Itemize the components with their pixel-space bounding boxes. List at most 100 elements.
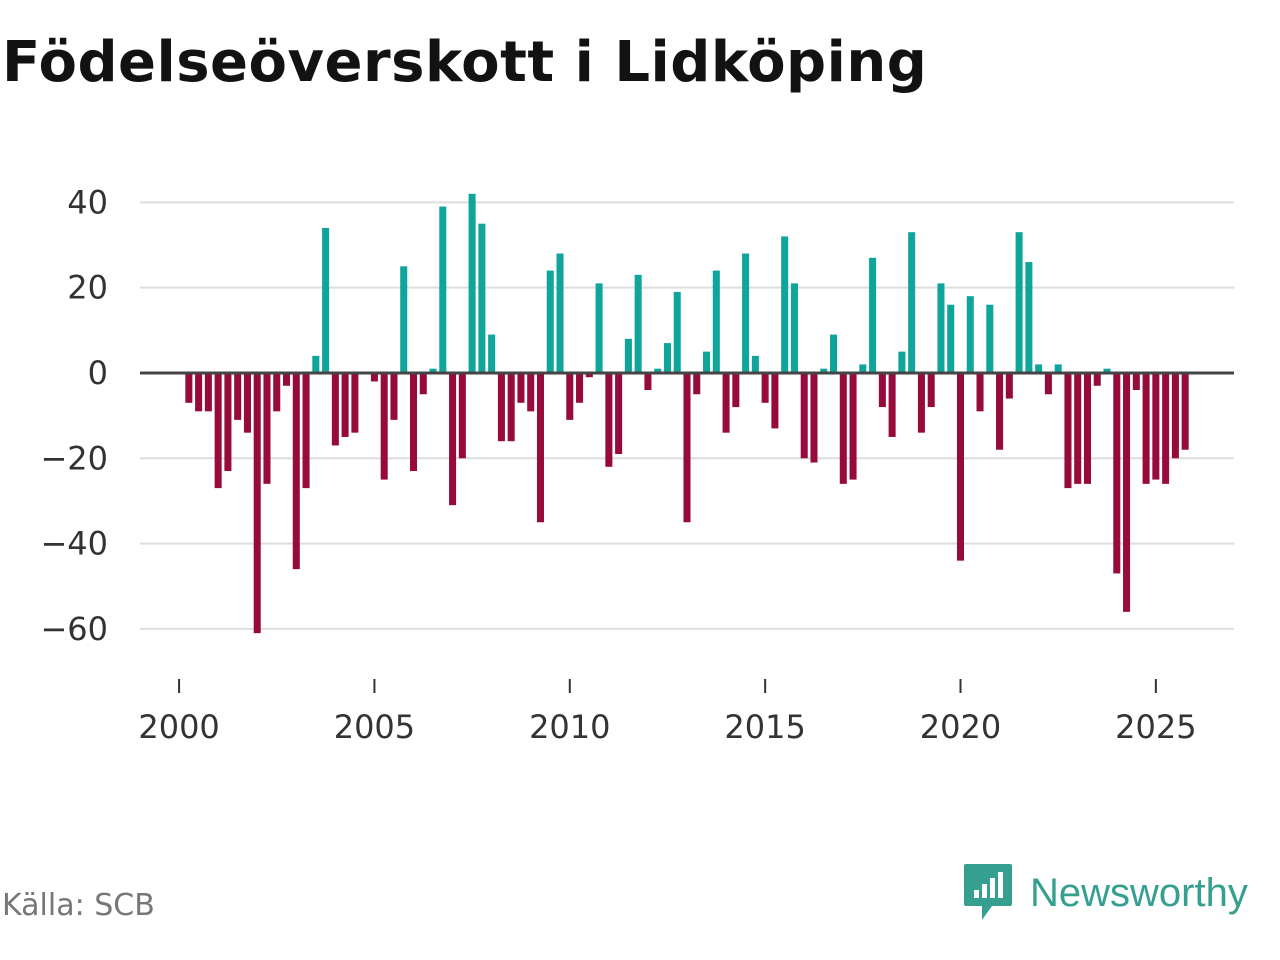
bar: [644, 372, 652, 391]
bar: [810, 372, 818, 463]
bar: [986, 304, 994, 373]
bar: [390, 372, 398, 420]
bar: [546, 270, 554, 373]
bar: [732, 372, 740, 408]
bar: [1171, 372, 1179, 459]
bar: [624, 338, 632, 373]
bar: [908, 232, 916, 373]
bar: [331, 372, 339, 446]
y-tick-label: −20: [40, 439, 108, 477]
bar: [781, 236, 789, 373]
bar: [976, 372, 984, 412]
bar: [605, 372, 613, 467]
bar: [439, 206, 447, 373]
bar: [1054, 364, 1062, 373]
bar: [527, 372, 535, 412]
bar: [1142, 372, 1150, 484]
bar: [204, 372, 212, 412]
chart-title: Födelseöverskott i Lidköping: [2, 30, 928, 95]
bar: [917, 372, 925, 433]
bar: [517, 372, 525, 403]
brand: Newsworthy: [962, 862, 1248, 924]
bar: [742, 253, 750, 373]
bar: [683, 372, 691, 523]
bar: [859, 364, 867, 373]
bar: [1064, 372, 1072, 489]
bar: [1103, 368, 1111, 373]
bar: [195, 372, 203, 412]
x-tick-label: 2000: [138, 708, 219, 746]
bar: [956, 372, 965, 561]
bar: [927, 372, 935, 408]
bar: [771, 372, 779, 429]
bar: [1005, 372, 1013, 399]
x-tick-label: 2015: [724, 708, 805, 746]
bar: [302, 372, 310, 489]
bar: [673, 291, 681, 373]
bar: [1083, 372, 1091, 484]
bar: [380, 372, 388, 480]
newsworthy-logo-icon: [964, 864, 1012, 920]
bar: [800, 372, 808, 459]
y-tick-label: 40: [67, 183, 108, 221]
bar: [409, 372, 418, 472]
bar: [253, 372, 261, 634]
bar: [898, 351, 906, 373]
bar: [507, 372, 515, 442]
bar: [1015, 232, 1023, 373]
bar: [468, 193, 476, 373]
x-tick-label: 2025: [1115, 708, 1196, 746]
x-tick-label: 2005: [334, 708, 415, 746]
bar: [878, 372, 886, 408]
bars: [185, 193, 1189, 634]
bar: [214, 372, 222, 489]
bar: [654, 368, 662, 373]
bar: [488, 334, 496, 373]
bar: [1074, 372, 1082, 484]
bar: [234, 372, 242, 420]
bar: [1113, 372, 1121, 574]
bar: [663, 343, 671, 373]
bar: [712, 270, 720, 373]
bar: [996, 372, 1004, 450]
bar: [429, 368, 437, 373]
bar: [937, 283, 945, 373]
bar: [703, 351, 711, 373]
bar: [839, 372, 847, 484]
bar: [751, 355, 759, 373]
bar: [1025, 262, 1033, 373]
bar: [292, 372, 300, 570]
bar: [243, 372, 251, 433]
bar: [185, 372, 193, 403]
x-tick-label: 2010: [529, 708, 610, 746]
source-note: Källa: SCB: [2, 888, 155, 923]
bar: [830, 334, 838, 373]
bar: [869, 257, 877, 373]
bar: [1035, 364, 1043, 373]
bar: [283, 372, 291, 386]
bar: [419, 372, 427, 395]
bar: [556, 253, 564, 373]
bar: [888, 372, 896, 437]
bar: [947, 304, 955, 373]
bar: [263, 372, 271, 484]
bar: [273, 372, 281, 412]
bar: [966, 296, 974, 373]
bar: [1152, 372, 1160, 480]
y-tick-label: 0: [88, 354, 108, 392]
bar: [722, 372, 730, 433]
bar: [497, 372, 505, 442]
axes: 40 20 0 −20 −40 −60 2000 2005 2010 2015 2020 2025: [40, 183, 1234, 746]
bar: [341, 372, 349, 437]
y-tick-label: −60: [40, 610, 108, 648]
bar: [790, 283, 798, 373]
bar: [1181, 372, 1189, 450]
bar: [576, 372, 584, 403]
x-tick-label: 2020: [920, 708, 1001, 746]
bar: [1132, 372, 1140, 391]
bar: [585, 372, 593, 378]
bar: [566, 372, 574, 420]
bar: [693, 372, 701, 395]
y-tick-label: −40: [40, 525, 108, 563]
